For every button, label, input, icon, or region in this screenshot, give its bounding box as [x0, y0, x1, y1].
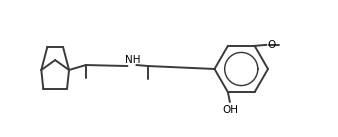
Text: NH: NH	[125, 55, 141, 65]
Text: O: O	[267, 40, 276, 50]
Text: OH: OH	[222, 105, 238, 115]
